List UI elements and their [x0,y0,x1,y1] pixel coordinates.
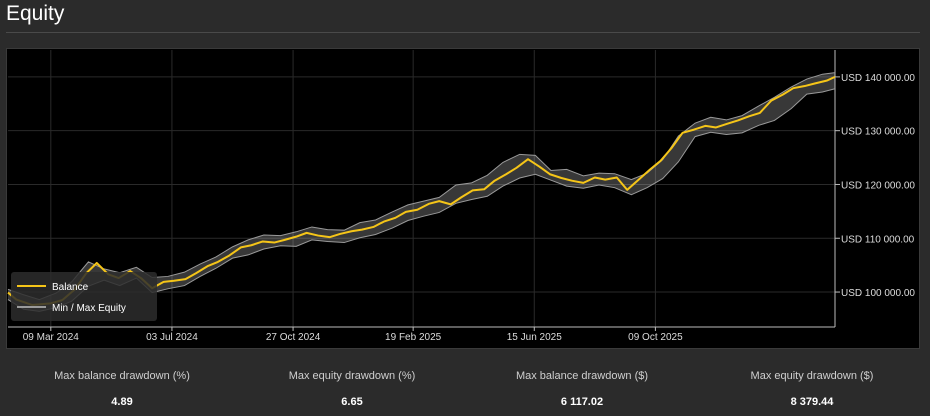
x-tick-label: 09 Oct 2025 [628,332,683,343]
x-tick-label: 09 Mar 2024 [23,332,80,343]
x-tick-label: 15 Jun 2025 [507,332,562,343]
y-tick-label: USD 120 000.00 [841,180,915,191]
x-tick-label: 27 Oct 2024 [266,332,321,343]
y-tick-label: USD 130 000.00 [841,127,915,138]
stat-value: 4.89 [111,396,133,408]
drawdown-stats: Max balance drawdown (%) 4.89 Max equity… [0,370,930,410]
y-tick-label: USD 110 000.00 [841,234,915,245]
stat-label: Max equity drawdown (%) [288,370,416,382]
legend-box [11,272,157,321]
stat-value: 6.65 [341,396,363,408]
equity-max-line [7,72,836,301]
x-tick-label: 19 Feb 2025 [385,332,442,343]
y-tick-label: USD 100 000.00 [841,288,915,299]
legend-label-equity: Min / Max Equity [52,303,126,314]
page-title: Equity [6,2,65,25]
title-divider [6,32,920,33]
stat-max-equity-drawdown-usd: Max equity drawdown ($) 8 379.44 [696,370,928,408]
legend-label-balance: Balance [52,282,89,293]
stat-max-balance-drawdown-pct: Max balance drawdown (%) 4.89 [6,370,238,408]
y-tick-label: USD 140 000.00 [841,73,915,84]
equity-chart-svg: USD 100 000.00 USD 110 000.00 USD 120 000.… [7,50,915,343]
equity-chart[interactable]: USD 100 000.00 USD 110 000.00 USD 120 000.… [6,48,920,349]
stat-label: Max balance drawdown (%) [54,370,190,382]
stat-label: Max balance drawdown ($) [515,370,649,382]
stat-max-equity-drawdown-pct: Max equity drawdown (%) 6.65 [236,370,468,408]
x-tick-label: 03 Jul 2024 [146,332,198,343]
stat-label: Max equity drawdown ($) [750,370,874,382]
stat-max-balance-drawdown-usd: Max balance drawdown ($) 6 117.02 [466,370,698,408]
stat-value: 6 117.02 [560,396,604,408]
stat-value: 8 379.44 [790,396,834,408]
